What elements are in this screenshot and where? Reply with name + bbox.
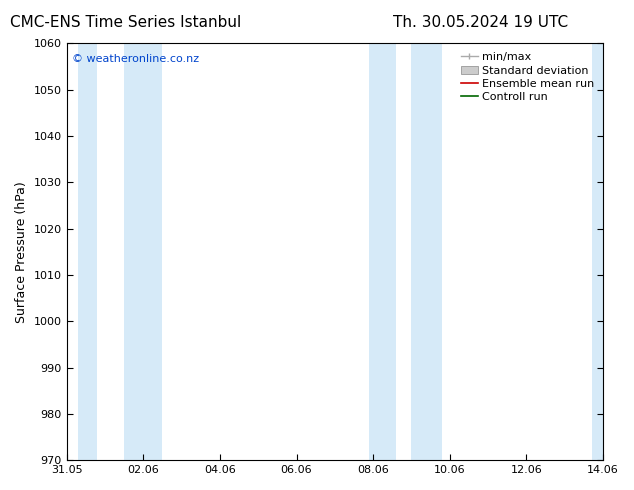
Y-axis label: Surface Pressure (hPa): Surface Pressure (hPa) <box>15 181 28 323</box>
Bar <box>411 44 442 460</box>
Text: CMC-ENS Time Series Istanbul: CMC-ENS Time Series Istanbul <box>10 15 241 30</box>
Text: Th. 30.05.2024 19 UTC: Th. 30.05.2024 19 UTC <box>393 15 568 30</box>
Bar <box>592 44 603 460</box>
Bar <box>78 44 97 460</box>
Bar <box>370 44 396 460</box>
Legend: min/max, Standard deviation, Ensemble mean run, Controll run: min/max, Standard deviation, Ensemble me… <box>458 49 598 106</box>
Bar <box>124 44 162 460</box>
Text: © weatheronline.co.nz: © weatheronline.co.nz <box>72 54 199 64</box>
